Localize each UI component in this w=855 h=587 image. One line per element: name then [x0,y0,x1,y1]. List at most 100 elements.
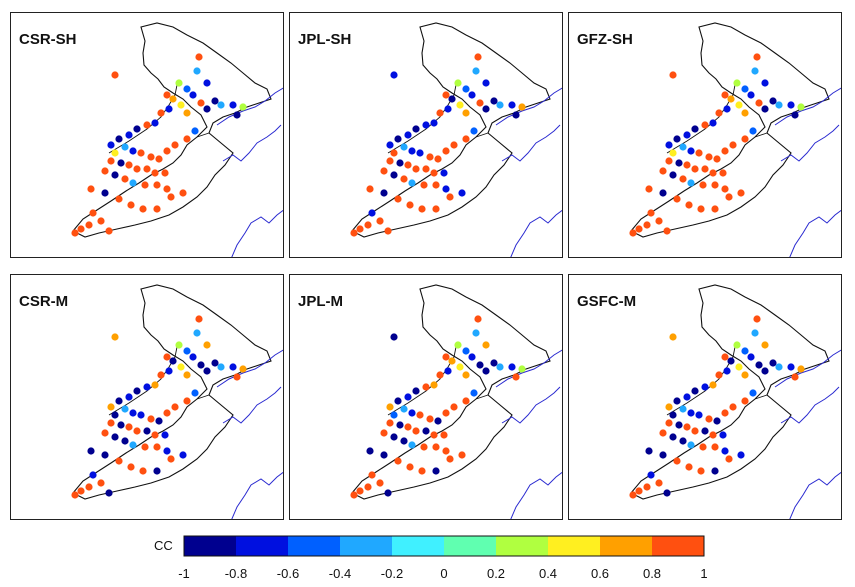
site-marker [440,431,448,439]
panel-csr-sh: CSR-SH [10,12,284,258]
site-marker [105,227,113,235]
site-marker [400,143,408,151]
site-marker [701,427,709,435]
site-marker [645,447,653,455]
site-marker [422,383,430,391]
site-marker [404,393,412,401]
site-marker [450,403,458,411]
site-marker [749,127,757,135]
site-marker [430,381,438,389]
site-marker [422,121,430,129]
site-marker [709,119,717,127]
site-marker [217,363,225,371]
site-marker [474,315,482,323]
site-marker [163,147,171,155]
site-marker [380,451,388,459]
colorbar-tick: 1 [700,566,708,581]
coastline [780,124,840,162]
site-marker [195,315,203,323]
site-marker [125,131,133,139]
site-marker [105,489,113,497]
site-marker [737,189,745,197]
site-marker [747,91,755,99]
site-marker [87,447,95,455]
site-marker [701,165,709,173]
panel-gfz-sh: GFZ-SH [568,12,842,258]
site-marker [753,53,761,61]
site-marker [735,363,743,371]
site-marker [179,451,187,459]
site-marker [151,381,159,389]
site-marker [203,105,211,113]
site-marker [749,389,757,397]
site-marker [669,149,677,157]
colorbar-swatch [236,536,288,556]
site-marker [733,341,741,349]
site-marker [663,227,671,235]
site-marker [791,111,799,119]
site-marker [380,167,388,175]
site-marker [356,487,364,495]
site-marker [761,79,769,87]
site-marker [512,111,520,119]
site-marker [163,353,171,361]
site-marker [157,109,165,117]
site-marker [183,397,191,405]
site-marker [665,157,673,165]
site-marker [482,367,490,375]
site-marker [117,421,125,429]
site-marker [705,415,713,423]
site-marker [165,367,173,375]
colorbar-tick: 0 [440,566,448,581]
site-marker [669,71,677,79]
site-marker [426,415,434,423]
site-marker [741,135,749,143]
site-marker [683,131,691,139]
site-marker [508,101,516,109]
site-marker [107,157,115,165]
site-marker [169,357,177,365]
site-marker [643,483,651,491]
province-border [108,84,210,154]
site-marker [432,205,440,213]
site-marker [422,165,430,173]
site-marker [665,403,673,411]
site-marker [695,411,703,419]
site-marker [101,451,109,459]
site-marker [725,455,733,463]
site-marker [454,79,462,87]
coastline [510,209,562,257]
colorbar-swatch [496,536,548,556]
site-marker [139,205,147,213]
site-marker [386,403,394,411]
site-marker [741,371,749,379]
site-marker [233,373,241,381]
colorbar: CC -1 -0.8 -0.6 -0.4 -0.2 0 0.2 0.4 0.6 … [0,530,855,587]
site-marker [155,155,163,163]
site-marker [741,109,749,117]
coastline [501,386,561,424]
panel-gsfc-m: GSFC-M [568,274,842,520]
colorbar-tick: 0.6 [590,566,610,581]
region-boundary [630,284,830,500]
site-marker [408,147,416,155]
map-jpl-m [350,284,562,519]
site-marker [456,101,464,109]
site-marker [697,205,705,213]
site-marker [472,329,480,337]
site-marker [107,141,115,149]
site-marker [111,149,119,157]
site-marker [741,397,749,405]
site-marker [125,423,133,431]
coastline [222,124,282,162]
site-marker [380,189,388,197]
site-marker [217,101,225,109]
site-marker [512,373,520,381]
colorbar-swatch [392,536,444,556]
site-marker [143,121,151,129]
site-marker [508,363,516,371]
coastline [216,349,283,388]
site-marker [137,411,145,419]
site-marker [97,217,105,225]
site-marker [685,463,693,471]
